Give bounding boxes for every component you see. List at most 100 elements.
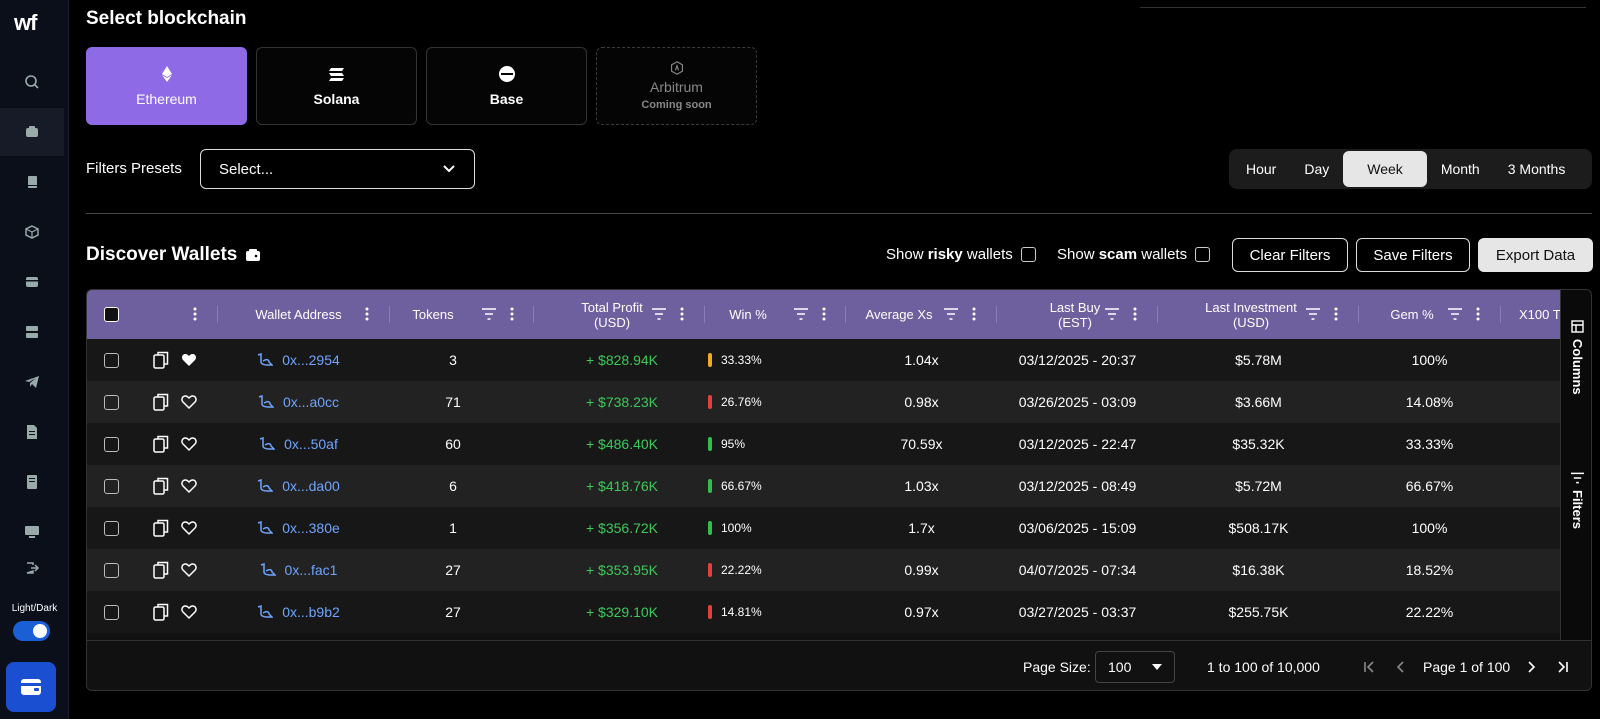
header-tokens[interactable]: Tokens <box>412 307 454 322</box>
filter-icon[interactable] <box>1448 308 1462 320</box>
chain-base[interactable]: Base <box>426 47 587 125</box>
filter-icon[interactable] <box>944 308 958 320</box>
favorite-button[interactable] <box>181 465 197 507</box>
column-menu-icon[interactable] <box>680 307 684 321</box>
header-average-xs[interactable]: Average Xs <box>865 307 933 322</box>
sidebar-item-wallets[interactable] <box>0 108 64 156</box>
sidebar-item-receipt[interactable] <box>0 458 64 506</box>
scam-checkbox[interactable] <box>1195 247 1211 262</box>
next-page-button[interactable] <box>1525 641 1537 690</box>
table-header: Wallet Address Tokens Total Profit (USD) … <box>87 290 1561 339</box>
header-total-profit[interactable]: Total Profit (USD) <box>581 299 643 330</box>
row-checkbox[interactable] <box>103 394 119 410</box>
copy-button[interactable] <box>153 549 169 591</box>
table-row[interactable]: 0x...2954 3 + $828.94K 33.33% 1.04x 03/12/202… <box>87 339 1560 381</box>
favorite-button[interactable] <box>181 549 197 591</box>
connect-wallet-button[interactable] <box>6 662 56 712</box>
column-menu-icon[interactable] <box>1334 307 1338 321</box>
column-menu-icon[interactable] <box>1133 307 1137 321</box>
table-row[interactable]: 0x...380e 1 + $356.72K 100% 1.7x 03/06/2025 -… <box>87 507 1560 549</box>
header-win-percent[interactable]: Win % <box>729 307 767 322</box>
show-scam-wallets[interactable]: Show scam wallets <box>1057 246 1211 263</box>
column-menu-icon[interactable] <box>1476 307 1480 321</box>
tab-week[interactable]: Week <box>1343 151 1427 187</box>
copy-button[interactable] <box>153 507 169 549</box>
wallet-address-link[interactable]: 0x...da00 <box>221 465 376 507</box>
sidebar-item-cube[interactable] <box>0 208 64 256</box>
header-wallet-address[interactable]: Wallet Address <box>255 307 342 322</box>
chain-ethereum[interactable]: Ethereum <box>86 47 247 125</box>
sidebar-item-card[interactable] <box>0 258 64 306</box>
header-last-buy[interactable]: Last Buy (EST) <box>1049 299 1101 330</box>
column-menu-icon[interactable] <box>822 307 826 321</box>
filters-presets-select[interactable]: Select... <box>200 149 475 189</box>
prev-page-button[interactable] <box>1395 641 1407 690</box>
chain-solana[interactable]: Solana <box>256 47 417 125</box>
wallet-address-link[interactable]: 0x...fac1 <box>221 549 376 591</box>
wallet-address-link[interactable]: 0x...2954 <box>221 339 376 381</box>
sidebar-item-document[interactable] <box>0 408 64 456</box>
wallet-address-link[interactable]: 0x...a0cc <box>221 381 376 423</box>
sidebar-item-book[interactable] <box>0 158 64 206</box>
row-checkbox[interactable] <box>103 562 119 578</box>
tab-3-months[interactable]: 3 Months <box>1507 161 1566 177</box>
app-logo[interactable]: wf <box>14 10 37 35</box>
wallet-address-link[interactable]: 0x...b9b2 <box>221 591 376 633</box>
wallet-address-link[interactable]: 0x...50af <box>221 423 376 465</box>
row-checkbox[interactable] <box>103 520 119 536</box>
favorite-button[interactable] <box>181 423 197 465</box>
favorite-button[interactable] <box>181 507 197 549</box>
copy-button[interactable] <box>153 465 169 507</box>
page-size-select[interactable]: 100 <box>1095 651 1175 683</box>
favorite-button[interactable] <box>181 591 197 633</box>
first-page-button[interactable] <box>1363 641 1375 690</box>
filter-icon[interactable] <box>794 308 808 320</box>
filter-icon[interactable] <box>1306 308 1320 320</box>
theme-toggle[interactable] <box>13 621 50 641</box>
header-gem-percent[interactable]: Gem % <box>1390 307 1434 322</box>
last-page-button[interactable] <box>1557 641 1569 690</box>
row-checkbox[interactable] <box>103 352 119 368</box>
tab-month[interactable]: Month <box>1440 161 1480 177</box>
sidebar-item-telegram[interactable] <box>0 358 64 406</box>
clear-filters-button[interactable]: Clear Filters <box>1232 238 1348 272</box>
select-all-checkbox[interactable] <box>103 307 119 322</box>
sidebar-item-server[interactable] <box>0 308 64 356</box>
column-menu-icon[interactable] <box>972 307 976 321</box>
column-menu-icon[interactable] <box>510 307 514 321</box>
risky-checkbox[interactable] <box>1020 247 1036 262</box>
favorite-button[interactable] <box>181 381 197 423</box>
filter-icon[interactable] <box>652 308 666 320</box>
wallet-address-link[interactable]: 0x...380e <box>221 507 376 549</box>
columns-panel-tab[interactable]: Columns <box>1570 320 1585 395</box>
save-filters-button[interactable]: Save Filters <box>1356 238 1470 272</box>
column-menu-icon[interactable] <box>193 307 197 321</box>
table-row[interactable]: 0x...b9b2 27 + $329.10K 14.81% 0.97x 03/27/20… <box>87 591 1560 633</box>
column-menu-icon[interactable] <box>365 307 369 321</box>
copy-button[interactable] <box>153 339 169 381</box>
sidebar-item-search[interactable] <box>0 58 64 106</box>
copy-button[interactable] <box>153 381 169 423</box>
filter-icon[interactable] <box>1105 308 1119 320</box>
favorite-button[interactable] <box>181 339 197 381</box>
header-last-investment[interactable]: Last Investment (USD) <box>1205 299 1297 330</box>
show-risky-wallets[interactable]: Show risky wallets <box>886 246 1036 263</box>
select-all-checkbox-cell <box>103 290 119 339</box>
tab-hour[interactable]: Hour <box>1246 161 1277 177</box>
table-row[interactable]: 0x...fac1 27 + $353.95K 22.22% 0.99x 04/07/20… <box>87 549 1560 591</box>
copy-button[interactable] <box>153 591 169 633</box>
row-checkbox[interactable] <box>103 604 119 620</box>
sidebar-item-monitor[interactable] <box>0 508 64 556</box>
filters-panel-tab[interactable]: Filters <box>1570 472 1585 529</box>
copy-button[interactable] <box>153 423 169 465</box>
table-row[interactable]: 0x...da00 6 + $418.76K 66.67% 1.03x 03/12/202… <box>87 465 1560 507</box>
table-row[interactable]: 0x...50af 60 + $486.40K 95% 70.59x 03/12/2025… <box>87 423 1560 465</box>
export-data-button[interactable]: Export Data <box>1478 238 1593 272</box>
tab-day[interactable]: Day <box>1304 161 1330 177</box>
table-row[interactable]: 0x...a0cc 71 + $738.23K 26.76% 0.98x 03/26/20… <box>87 381 1560 423</box>
sidebar-item-logout[interactable] <box>0 556 64 580</box>
row-checkbox[interactable] <box>103 436 119 452</box>
header-x100[interactable]: X100 T <box>1519 307 1561 322</box>
filter-icon[interactable] <box>482 308 496 320</box>
row-checkbox[interactable] <box>103 478 119 494</box>
